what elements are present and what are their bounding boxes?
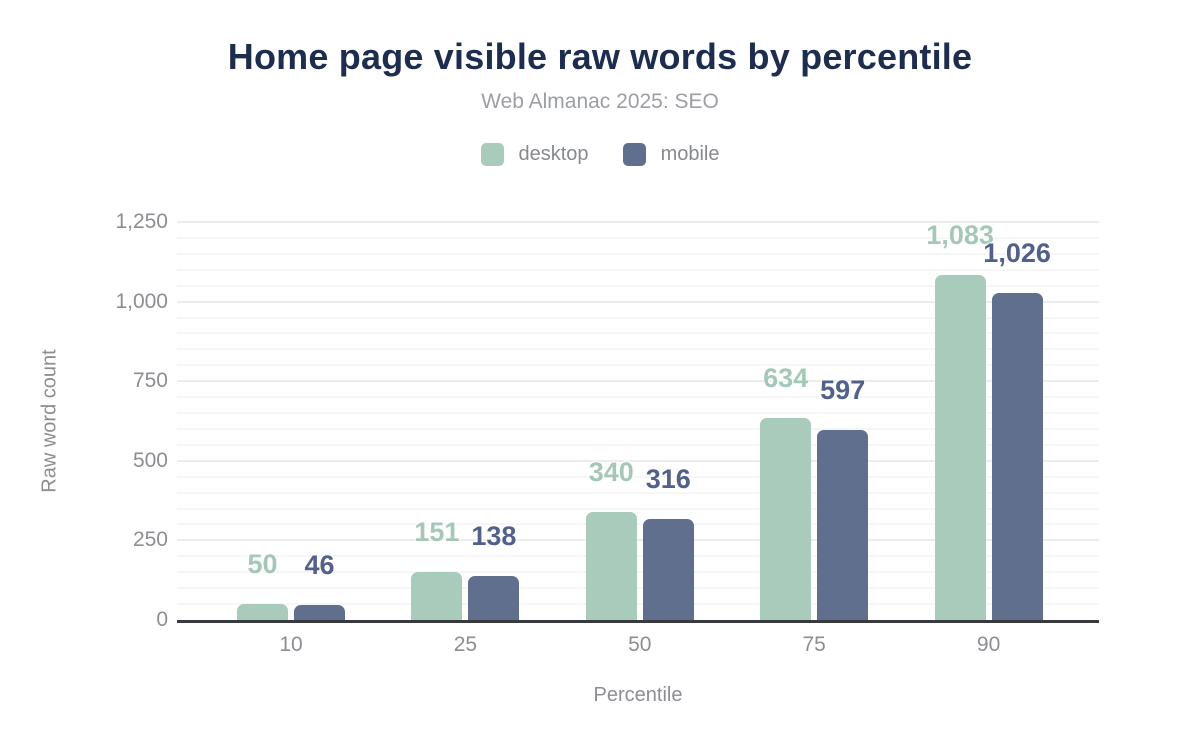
bar-mobile-p75[interactable] [817, 429, 869, 620]
bar-mobile-p50[interactable] [642, 519, 694, 620]
legend-label-desktop: desktop [518, 143, 589, 165]
desktop-swatch-icon [480, 143, 504, 166]
bar-desktop-p75[interactable] [760, 418, 812, 620]
major-gridline [177, 539, 1099, 542]
data-label-desktop-p75: 634 [763, 363, 809, 394]
x-tick-label: 10 [279, 633, 303, 656]
legend-label-mobile: mobile [660, 143, 720, 165]
mobile-swatch-icon [622, 143, 646, 166]
data-label-mobile-p50: 316 [645, 464, 691, 495]
minor-gridline [177, 491, 1099, 494]
minor-gridline [177, 252, 1099, 255]
data-label-mobile-p10: 46 [304, 550, 335, 581]
data-label-mobile-p25: 138 [471, 521, 517, 552]
y-tick-label: 750 [132, 369, 168, 393]
x-tick-label: 25 [453, 633, 478, 656]
minor-gridline [177, 523, 1099, 526]
legend: desktop mobile [0, 143, 1200, 166]
major-gridline [177, 300, 1099, 303]
y-tick-label: 250 [132, 528, 168, 552]
minor-gridline [177, 571, 1099, 574]
bar-desktop-p10[interactable] [237, 604, 288, 620]
major-gridline [177, 459, 1099, 462]
data-label-mobile-p75: 597 [820, 374, 866, 405]
y-axis: 0 250 500 750 1,000 1,250 [0, 210, 168, 631]
plot-area: 50 46 151 138 340 316 634 597 1,083 1,026 [177, 220, 1099, 623]
y-tick-label: 0 [156, 608, 168, 631]
minor-gridline [177, 284, 1099, 287]
major-gridline [177, 221, 1099, 223]
major-gridline [177, 380, 1099, 383]
bar-desktop-p90[interactable] [934, 275, 986, 620]
minor-gridline [177, 348, 1099, 351]
legend-item-mobile[interactable]: mobile [622, 143, 720, 166]
legend-item-desktop[interactable]: desktop [480, 143, 589, 166]
bar-mobile-p25[interactable] [468, 576, 520, 620]
minor-gridline [177, 603, 1099, 606]
minor-gridline [177, 332, 1099, 335]
bar-desktop-p25[interactable] [411, 571, 463, 620]
minor-gridline [177, 316, 1099, 319]
bar-mobile-p90[interactable] [991, 293, 1043, 620]
minor-gridline [177, 443, 1099, 446]
x-axis-title: Percentile [593, 684, 683, 706]
data-label-desktop-p25: 151 [414, 516, 460, 547]
data-label-desktop-p50: 340 [588, 456, 634, 487]
minor-gridline [177, 268, 1099, 271]
bar-mobile-p10[interactable] [294, 605, 345, 620]
x-tick-label: 75 [802, 633, 826, 656]
minor-gridline [177, 412, 1099, 415]
data-label-desktop-p90: 1,083 [926, 220, 994, 251]
minor-gridline [177, 364, 1099, 367]
x-tick-label: 90 [976, 633, 1001, 656]
chart-subtitle: Web Almanac 2025: SEO [481, 90, 719, 113]
x-tick-label: 50 [628, 633, 652, 656]
x-axis: 10 25 50 75 90 [177, 633, 1099, 663]
minor-gridline [177, 427, 1099, 430]
chart-title: Home page visible raw words by percentil… [227, 36, 973, 77]
y-tick-label: 1,000 [115, 289, 168, 313]
minor-gridline [177, 475, 1099, 478]
minor-gridline [177, 587, 1099, 590]
y-tick-label: 1,250 [115, 210, 168, 233]
data-label-desktop-p10: 50 [247, 549, 278, 580]
bar-desktop-p50[interactable] [585, 511, 637, 620]
minor-gridline [177, 507, 1099, 510]
minor-gridline [177, 236, 1099, 239]
data-label-mobile-p90: 1,026 [983, 238, 1051, 269]
minor-gridline [177, 396, 1099, 399]
minor-gridline [177, 555, 1099, 558]
y-tick-label: 500 [132, 448, 168, 472]
